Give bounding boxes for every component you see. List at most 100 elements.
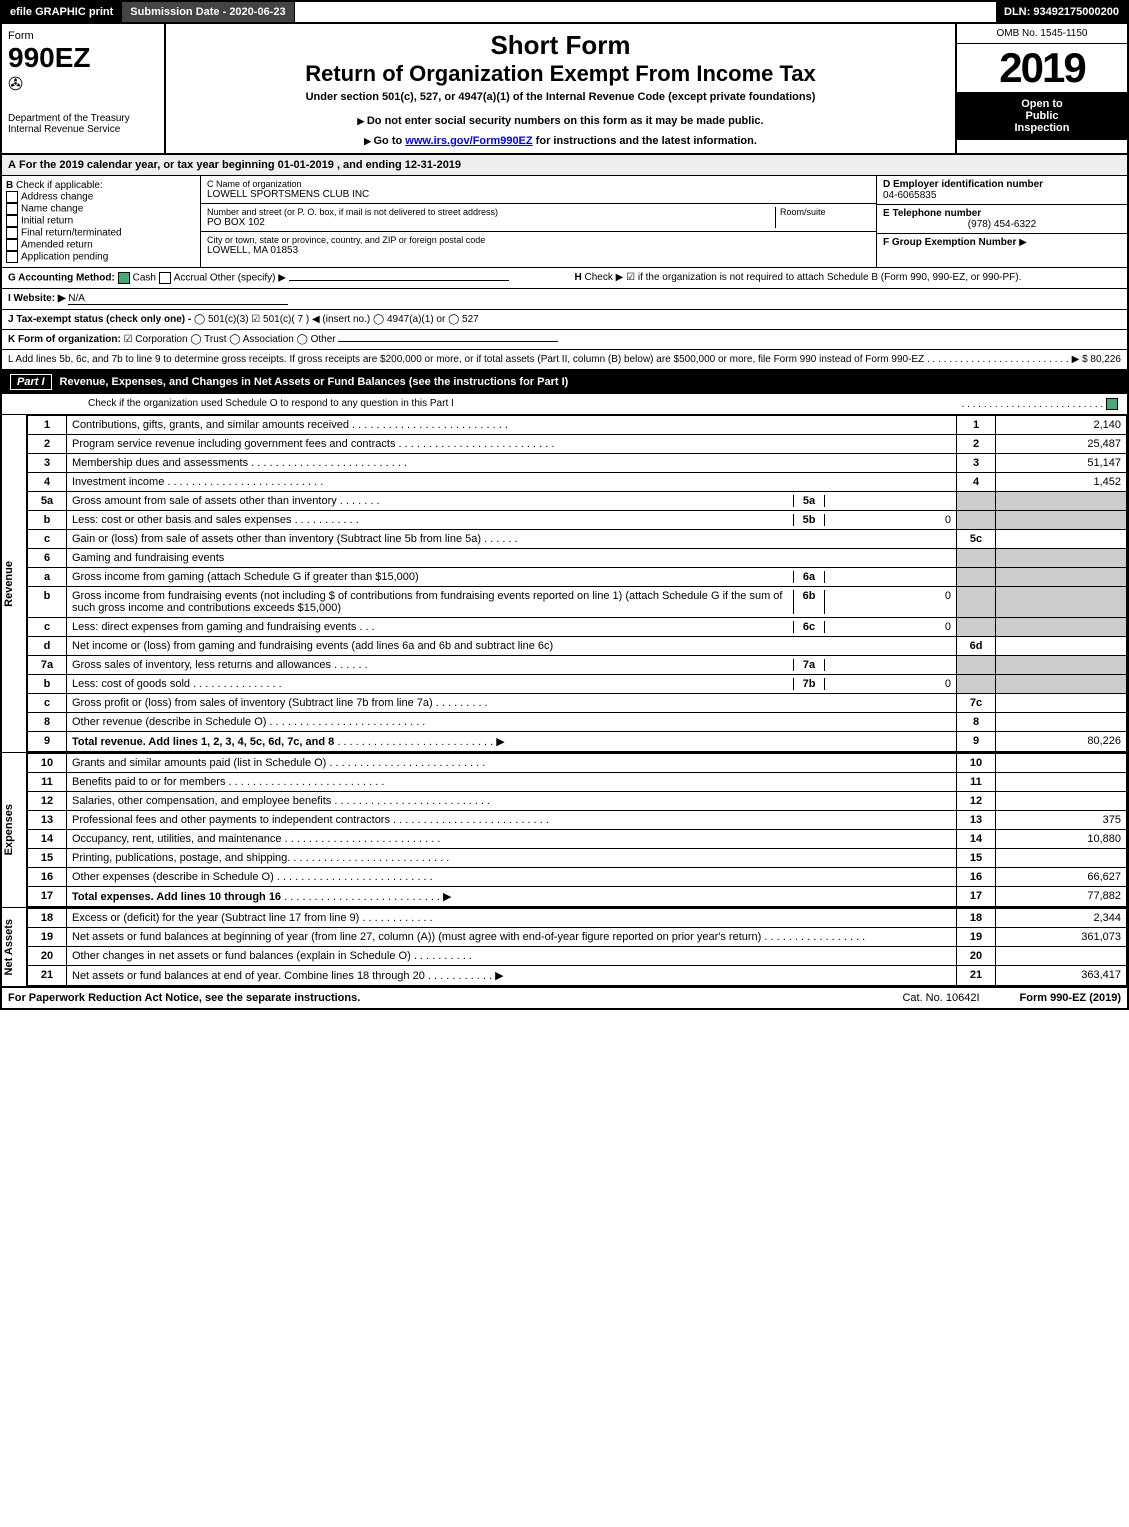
b-label: Check if applicable:: [16, 180, 103, 191]
ln7c-rnum: 7c: [957, 694, 996, 713]
tax-year: 2019: [957, 44, 1127, 92]
ln7c-amt: [996, 694, 1127, 713]
ln12-rnum: 12: [957, 792, 996, 811]
chk-name-change[interactable]: [6, 203, 18, 215]
ln7c-num: c: [28, 694, 67, 713]
ln7b-num: b: [28, 675, 67, 694]
row-l: L Add lines 5b, 6c, and 7b to line 9 to …: [2, 350, 1127, 370]
row-i: I Website: ▶ N/A: [2, 289, 1127, 310]
ln12-amt: [996, 792, 1127, 811]
ln1-num: 1: [28, 416, 67, 435]
ln5a-num: 5a: [28, 492, 67, 511]
chk-schedule-o[interactable]: [1106, 398, 1118, 410]
open-to-public: Open to Public Inspection: [957, 92, 1127, 140]
efile-print-label: efile GRAPHIC print: [2, 2, 122, 22]
ln12-num: 12: [28, 792, 67, 811]
ln3-text: Membership dues and assessments: [72, 457, 248, 469]
ln13-num: 13: [28, 811, 67, 830]
ln19-text: Net assets or fund balances at beginning…: [72, 931, 761, 943]
form-number: 990EZ: [8, 42, 158, 74]
ln4-amt: 1,452: [996, 473, 1127, 492]
ln5a-text: Gross amount from sale of assets other t…: [72, 495, 337, 507]
part1-bar: Part I Revenue, Expenses, and Changes in…: [2, 370, 1127, 394]
col-b-checkboxes: B Check if applicable: Address change Na…: [2, 176, 201, 267]
chk-address-change[interactable]: [6, 191, 18, 203]
c-name-label: C Name of organization: [207, 179, 870, 189]
opt-initial-return: Initial return: [21, 216, 73, 227]
ln17-amt: 77,882: [996, 887, 1127, 907]
ln14-num: 14: [28, 830, 67, 849]
ln21-rnum: 21: [957, 966, 996, 986]
chk-accrual[interactable]: [159, 272, 171, 284]
revenue-section: Revenue 1Contributions, gifts, grants, a…: [2, 415, 1127, 753]
expenses-section: Expenses 10Grants and similar amounts pa…: [2, 753, 1127, 908]
row-a-tax-year: A For the 2019 calendar year, or tax yea…: [2, 155, 1127, 176]
ln16-text: Other expenses (describe in Schedule O): [72, 871, 274, 883]
submission-date-label: Submission Date - 2020-06-23: [122, 2, 294, 22]
ln6c-iv: 0: [825, 621, 951, 633]
ln5c-rnum: 5c: [957, 530, 996, 549]
ln19-amt: 361,073: [996, 928, 1127, 947]
form-word: Form: [8, 30, 158, 42]
ln6a-text: Gross income from gaming (attach Schedul…: [72, 571, 793, 583]
chk-final-return[interactable]: [6, 227, 18, 239]
irs-link[interactable]: www.irs.gov/Form990EZ: [405, 135, 532, 147]
ln2-num: 2: [28, 435, 67, 454]
ln16-rnum: 16: [957, 868, 996, 887]
expenses-table: 10Grants and similar amounts paid (list …: [27, 753, 1127, 907]
ein-label: D Employer identification number: [883, 179, 1121, 190]
dept-label: Department of the Treasury: [8, 113, 158, 124]
ln17-rnum: 17: [957, 887, 996, 907]
row-gh: G Accounting Method: Cash Accrual Other …: [2, 268, 1127, 289]
chk-amended-return[interactable]: [6, 239, 18, 251]
subtitle: Under section 501(c), 527, or 4947(a)(1)…: [172, 91, 949, 103]
ln4-num: 4: [28, 473, 67, 492]
ln10-rnum: 10: [957, 754, 996, 773]
chk-application-pending[interactable]: [6, 251, 18, 263]
col-c-org-info: C Name of organization LOWELL SPORTSMENS…: [201, 176, 877, 267]
opt-amended-return: Amended return: [21, 240, 93, 251]
ln6b-ivn: 6b: [793, 590, 825, 614]
ln19-num: 19: [28, 928, 67, 947]
net-assets-sidelabel: Net Assets: [3, 919, 25, 975]
opt-other: Other (specify) ▶: [210, 273, 286, 284]
ln15-amt: [996, 849, 1127, 868]
ln10-amt: [996, 754, 1127, 773]
part1-schedule-o-check: Check if the organization used Schedule …: [2, 394, 1127, 415]
footer-cat-no: Cat. No. 10642I: [902, 992, 979, 1004]
opt-cash: Cash: [133, 273, 156, 284]
chk-initial-return[interactable]: [6, 215, 18, 227]
row-k: K Form of organization: ☑ Corporation ◯ …: [2, 330, 1127, 350]
j-label: J Tax-exempt status (check only one) -: [8, 314, 194, 325]
expenses-sidelabel: Expenses: [3, 804, 25, 855]
ln18-num: 18: [28, 909, 67, 928]
revenue-sidelabel: Revenue: [3, 561, 25, 607]
room-label: Room/suite: [775, 207, 870, 228]
entity-block: B Check if applicable: Address change Na…: [2, 176, 1127, 268]
tax-year-text: For the 2019 calendar year, or tax year …: [19, 159, 461, 171]
ln6d-amt: [996, 637, 1127, 656]
ln6-num: 6: [28, 549, 67, 568]
ln14-text: Occupancy, rent, utilities, and maintena…: [72, 833, 282, 845]
ln11-text: Benefits paid to or for members: [72, 776, 225, 788]
ln7a-ivn: 7a: [793, 659, 825, 671]
chk-cash[interactable]: [118, 272, 130, 284]
goto-post: for instructions and the latest informat…: [533, 135, 757, 147]
group-exemption-label: F Group Exemption Number: [883, 237, 1016, 248]
form-header: Form 990EZ ✇ Department of the Treasury …: [2, 24, 1127, 155]
title-return: Return of Organization Exempt From Incom…: [172, 61, 949, 87]
page-footer: For Paperwork Reduction Act Notice, see …: [2, 988, 1127, 1008]
top-bar: efile GRAPHIC print Submission Date - 20…: [2, 2, 1127, 24]
ln18-text: Excess or (deficit) for the year (Subtra…: [72, 912, 359, 924]
irs-label: Internal Revenue Service: [8, 124, 158, 135]
ln8-amt: [996, 713, 1127, 732]
opt-accrual: Accrual: [174, 273, 207, 284]
ln20-rnum: 20: [957, 947, 996, 966]
ln11-rnum: 11: [957, 773, 996, 792]
ln5b-num: b: [28, 511, 67, 530]
ln11-amt: [996, 773, 1127, 792]
h-text: Check ▶ ☑ if the organization is not req…: [585, 272, 1022, 283]
phone-value: (978) 454-6322: [883, 219, 1121, 230]
ln6b-num: b: [28, 587, 67, 618]
ln4-rnum: 4: [957, 473, 996, 492]
